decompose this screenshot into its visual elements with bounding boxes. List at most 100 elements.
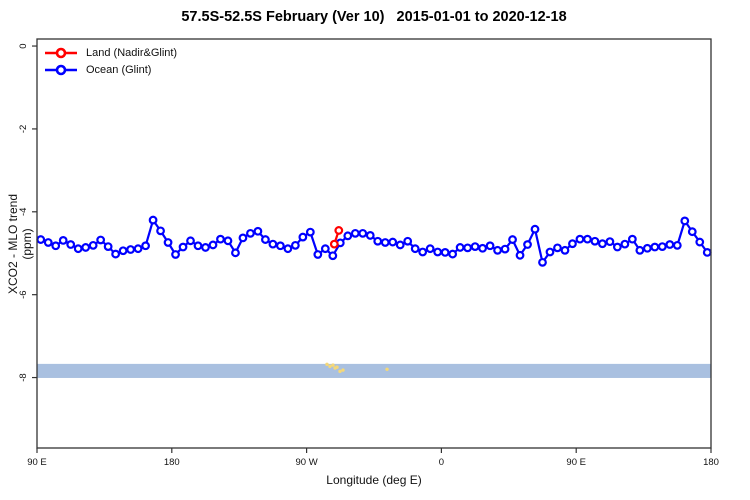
data-point-marker xyxy=(590,236,600,246)
data-point-marker xyxy=(665,240,675,249)
y-tick-label: 0 xyxy=(18,43,29,48)
data-point-marker xyxy=(329,239,339,249)
data-point-marker xyxy=(111,249,121,259)
data-point-marker xyxy=(448,249,458,259)
data-point-marker xyxy=(380,238,390,247)
legend-item-land: Land (Nadir&Glint) xyxy=(43,44,177,61)
data-point-marker xyxy=(186,236,195,246)
data-point-marker xyxy=(650,242,660,252)
data-point-marker xyxy=(605,237,615,247)
data-point-marker xyxy=(283,244,293,254)
data-point-marker xyxy=(81,243,91,252)
data-point-marker xyxy=(440,248,450,257)
data-point-marker xyxy=(126,245,136,254)
data-point-marker xyxy=(515,250,525,260)
data-point-marker xyxy=(500,244,510,254)
data-point-marker xyxy=(568,239,577,249)
data-point-marker xyxy=(58,235,68,245)
ocean-line-marker-icon xyxy=(45,64,77,75)
legend-item-ocean: Ocean (Glint) xyxy=(43,61,177,78)
data-point-marker xyxy=(373,236,383,246)
legend-label-land: Land (Nadir&Glint) xyxy=(86,46,178,59)
x-tick-label: 90 E xyxy=(566,457,586,468)
yellow-dot xyxy=(325,362,329,366)
data-point-marker xyxy=(583,234,592,244)
data-point-marker xyxy=(156,226,165,236)
data-point-marker xyxy=(560,245,570,255)
data-point-marker xyxy=(530,224,540,234)
data-point-marker xyxy=(178,242,188,252)
y-tick-label: -4 xyxy=(18,208,29,216)
data-point-marker xyxy=(485,241,495,251)
y-tick-label: -2 xyxy=(18,125,29,133)
yellow-dot xyxy=(331,363,335,367)
data-point-marker xyxy=(290,240,300,250)
data-point-marker xyxy=(358,228,368,238)
chart-title: 57.5S-52.5S February (Ver 10) 2015-01-01… xyxy=(181,9,567,25)
data-point-marker xyxy=(36,235,46,244)
data-point-marker xyxy=(470,242,480,252)
data-point-marker xyxy=(305,227,315,237)
data-point-marker xyxy=(275,241,285,251)
data-point-marker xyxy=(553,243,562,253)
data-point-marker xyxy=(313,250,323,259)
data-point-marker xyxy=(463,243,473,253)
data-point-marker xyxy=(163,238,173,247)
highlight-band xyxy=(37,363,711,378)
data-point-marker xyxy=(365,231,375,240)
data-point-marker xyxy=(672,240,682,250)
data-point-marker xyxy=(320,244,330,254)
plot-frame xyxy=(36,38,712,449)
yellow-dot xyxy=(335,365,339,369)
data-point-marker xyxy=(418,247,428,257)
data-point-marker xyxy=(523,240,532,249)
data-point-marker xyxy=(657,242,667,252)
data-point-marker xyxy=(635,245,645,255)
data-point-marker xyxy=(268,239,278,249)
yellow-dot xyxy=(385,367,389,371)
yellow-dot xyxy=(328,364,332,369)
data-point-marker xyxy=(433,247,443,257)
data-point-marker xyxy=(133,244,143,254)
x-tick-label: 180 xyxy=(703,457,719,468)
data-point-marker xyxy=(575,234,585,244)
data-point-marker xyxy=(103,242,113,252)
data-point-marker xyxy=(51,241,61,251)
y-tick-label: -8 xyxy=(18,373,29,381)
yellow-dot xyxy=(338,369,342,374)
x-tick-label: 0 xyxy=(439,457,444,468)
data-point-marker xyxy=(253,226,263,236)
data-point-marker xyxy=(455,243,465,252)
data-point-marker xyxy=(193,241,203,251)
data-point-marker xyxy=(395,240,405,250)
data-point-marker xyxy=(298,232,308,242)
data-point-marker xyxy=(538,257,547,267)
data-point-marker xyxy=(410,244,420,254)
data-point-marker xyxy=(702,248,712,257)
data-point-marker xyxy=(43,238,53,247)
data-point-marker xyxy=(680,216,690,226)
y-tick-label: -6 xyxy=(18,290,29,298)
data-point-marker xyxy=(73,244,83,254)
data-point-marker xyxy=(246,228,255,238)
x-tick-label: 90 E xyxy=(27,457,47,468)
data-point-marker xyxy=(118,246,128,256)
data-point-marker xyxy=(642,243,652,253)
data-point-marker xyxy=(612,242,622,252)
data-point-marker xyxy=(627,234,637,244)
land-line-marker-icon xyxy=(45,47,77,58)
x-tick-label: 180 xyxy=(164,457,180,468)
data-point-marker xyxy=(403,236,413,246)
data-point-marker xyxy=(96,235,106,245)
x-tick-label: 90 W xyxy=(296,457,318,468)
yellow-dot xyxy=(341,368,345,372)
data-point-marker xyxy=(238,233,248,243)
data-point-marker xyxy=(350,228,360,238)
data-point-marker xyxy=(508,235,517,244)
data-point-marker xyxy=(388,237,398,247)
data-point-marker xyxy=(231,248,240,258)
data-point-marker xyxy=(216,234,225,244)
data-point-marker xyxy=(343,231,353,241)
